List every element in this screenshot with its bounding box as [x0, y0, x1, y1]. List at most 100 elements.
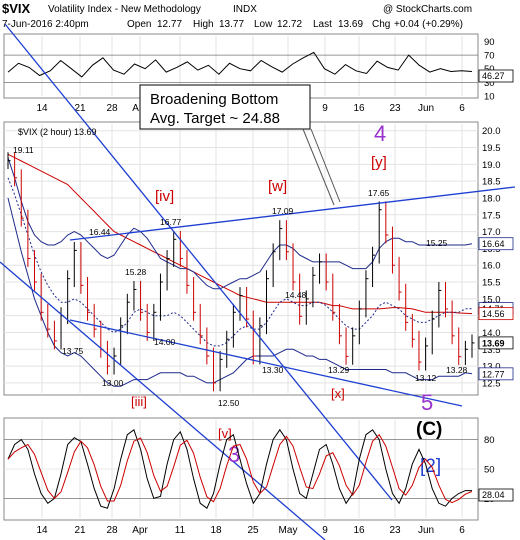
- trendline-diagonal-1: [4, 23, 393, 501]
- x-tick-label: 6: [459, 103, 465, 114]
- chg-value: +0.04 (+0.29%): [394, 19, 463, 30]
- annotation-line2: Avg. Target ~ 24.88: [150, 110, 280, 127]
- low-label: Low: [254, 19, 273, 30]
- wave-label: (C): [416, 419, 442, 440]
- annotation-line1: Broadening Bottom: [150, 91, 278, 108]
- x-tick-label: 16: [353, 103, 365, 114]
- y-tick-label: 19.0: [482, 160, 501, 171]
- wave-label: [2]: [420, 456, 441, 477]
- y-tick-label: 17.5: [482, 210, 501, 221]
- y-tick-label: 18.0: [482, 193, 501, 204]
- x-tick-label: 14: [36, 103, 48, 114]
- oscillator-line: [7, 428, 472, 509]
- top-last-label: 46.27: [482, 71, 505, 81]
- top-last-badge: [478, 69, 514, 83]
- high-label: High: [193, 19, 214, 30]
- upper-band-line: [7, 157, 473, 290]
- y-tick-label: 13.0: [482, 362, 501, 373]
- price-label: 15.28: [125, 267, 147, 277]
- right-value-badge: [478, 237, 514, 251]
- x-tick-label: 11: [175, 525, 186, 536]
- annotation-pointer-2: [310, 128, 341, 203]
- x-tick-label: 21: [74, 103, 86, 114]
- right-value-label: 13.69: [482, 338, 505, 348]
- open-value: 12.77: [157, 19, 182, 30]
- x-tick-label: 28: [106, 525, 118, 536]
- x-tick-label: 16: [353, 525, 365, 536]
- y-tick-label: 80: [484, 435, 495, 446]
- y-tick-label: 15.0: [482, 294, 501, 305]
- low-value: 12.72: [277, 19, 302, 30]
- price-label: 14.00: [154, 337, 176, 347]
- x-tick-label: 18: [210, 525, 222, 536]
- price-label: 19.11: [13, 145, 34, 155]
- wave-label: [y]: [371, 154, 387, 171]
- y-tick-label: 30: [484, 78, 495, 89]
- price-label: 13.28: [446, 365, 468, 375]
- wave-label: 5: [421, 390, 433, 415]
- price-label: 17.09: [272, 206, 294, 216]
- right-value-label: 16.64: [482, 239, 505, 249]
- price-label: 12.50: [218, 398, 240, 408]
- high-value: 13.77: [219, 19, 244, 30]
- y-tick-label: 16.0: [482, 261, 501, 272]
- y-tick-label: 12.5: [482, 378, 501, 389]
- price-label: 16.44: [89, 227, 111, 237]
- x-tick-label: 6: [459, 525, 465, 536]
- y-tick-label: 70: [484, 51, 495, 62]
- trendline-diagonal-2: [0, 261, 326, 540]
- right-value-label: 12.77: [482, 369, 505, 379]
- right-value-badge: [478, 307, 514, 321]
- y-tick-label: 17.0: [482, 227, 501, 238]
- y-tick-label: 14.0: [482, 328, 501, 339]
- datetime: 7-Jun-2016 2:40pm: [2, 19, 89, 30]
- copyright: @ StockCharts.com: [383, 4, 472, 15]
- bottom-last-badge: [478, 488, 514, 502]
- last-label: Last: [313, 19, 332, 30]
- right-value-label: 14.56: [482, 309, 505, 319]
- x-tick-label: 21: [74, 525, 86, 536]
- y-tick-label: 13.5: [482, 345, 501, 356]
- price-label: 16.77: [160, 217, 182, 227]
- top-indicator-line: [7, 51, 473, 78]
- lower-band-line: [7, 197, 473, 387]
- x-tick-label: Jun: [418, 525, 434, 536]
- x-tick-label: Jun: [418, 103, 434, 114]
- wave-label: [x]: [331, 386, 345, 401]
- index-name: Volatility Index - New Methodology: [48, 4, 201, 15]
- bottom-last-label: 28.04: [482, 490, 505, 500]
- price-label: 13.00: [102, 378, 124, 388]
- price-point-labels: 19.11 16.44 13.75 15.28 13.00 14.00 16.7…: [13, 145, 468, 408]
- x-tick-label: 28: [106, 103, 118, 114]
- x-tick-label: 25: [247, 525, 259, 536]
- x-tick-label: 14: [36, 525, 48, 536]
- wave-label: [iii]: [131, 394, 147, 409]
- annotation-pointer: [302, 128, 335, 206]
- chg-label: Chg: [372, 19, 390, 30]
- wave-label: 4: [374, 121, 386, 146]
- oscillator-signal-line: [7, 433, 473, 504]
- main-legend: $VIX (2 hour) 13.69: [18, 127, 97, 137]
- symbol-title: $VIX: [2, 1, 31, 16]
- right-value-badge: [478, 336, 514, 350]
- wave-label: [w]: [268, 178, 287, 195]
- y-tick-label: 10: [484, 92, 495, 103]
- price-label: 13.75: [62, 346, 84, 356]
- price-label: 17.65: [368, 188, 390, 198]
- y-tick-label: 50: [484, 465, 495, 476]
- y-tick-labels: 20.019.519.018.518.017.517.016.516.015.5…: [482, 37, 501, 505]
- dotted-average-line: [7, 177, 473, 347]
- x-tick-label: 9: [322, 525, 328, 536]
- x-tick-label: 23: [389, 525, 401, 536]
- annotation-box: [139, 84, 311, 130]
- last-value: 13.69: [338, 19, 363, 30]
- price-label: 14.48: [285, 290, 307, 300]
- x-tick-label: Apr: [132, 525, 148, 536]
- wave-label: [iv]: [155, 188, 174, 205]
- trendline-lower-broadening: [69, 319, 463, 407]
- y-tick-label: 90: [484, 37, 495, 48]
- x-tick-label: 9: [322, 103, 328, 114]
- price-label: 13.12: [415, 373, 437, 383]
